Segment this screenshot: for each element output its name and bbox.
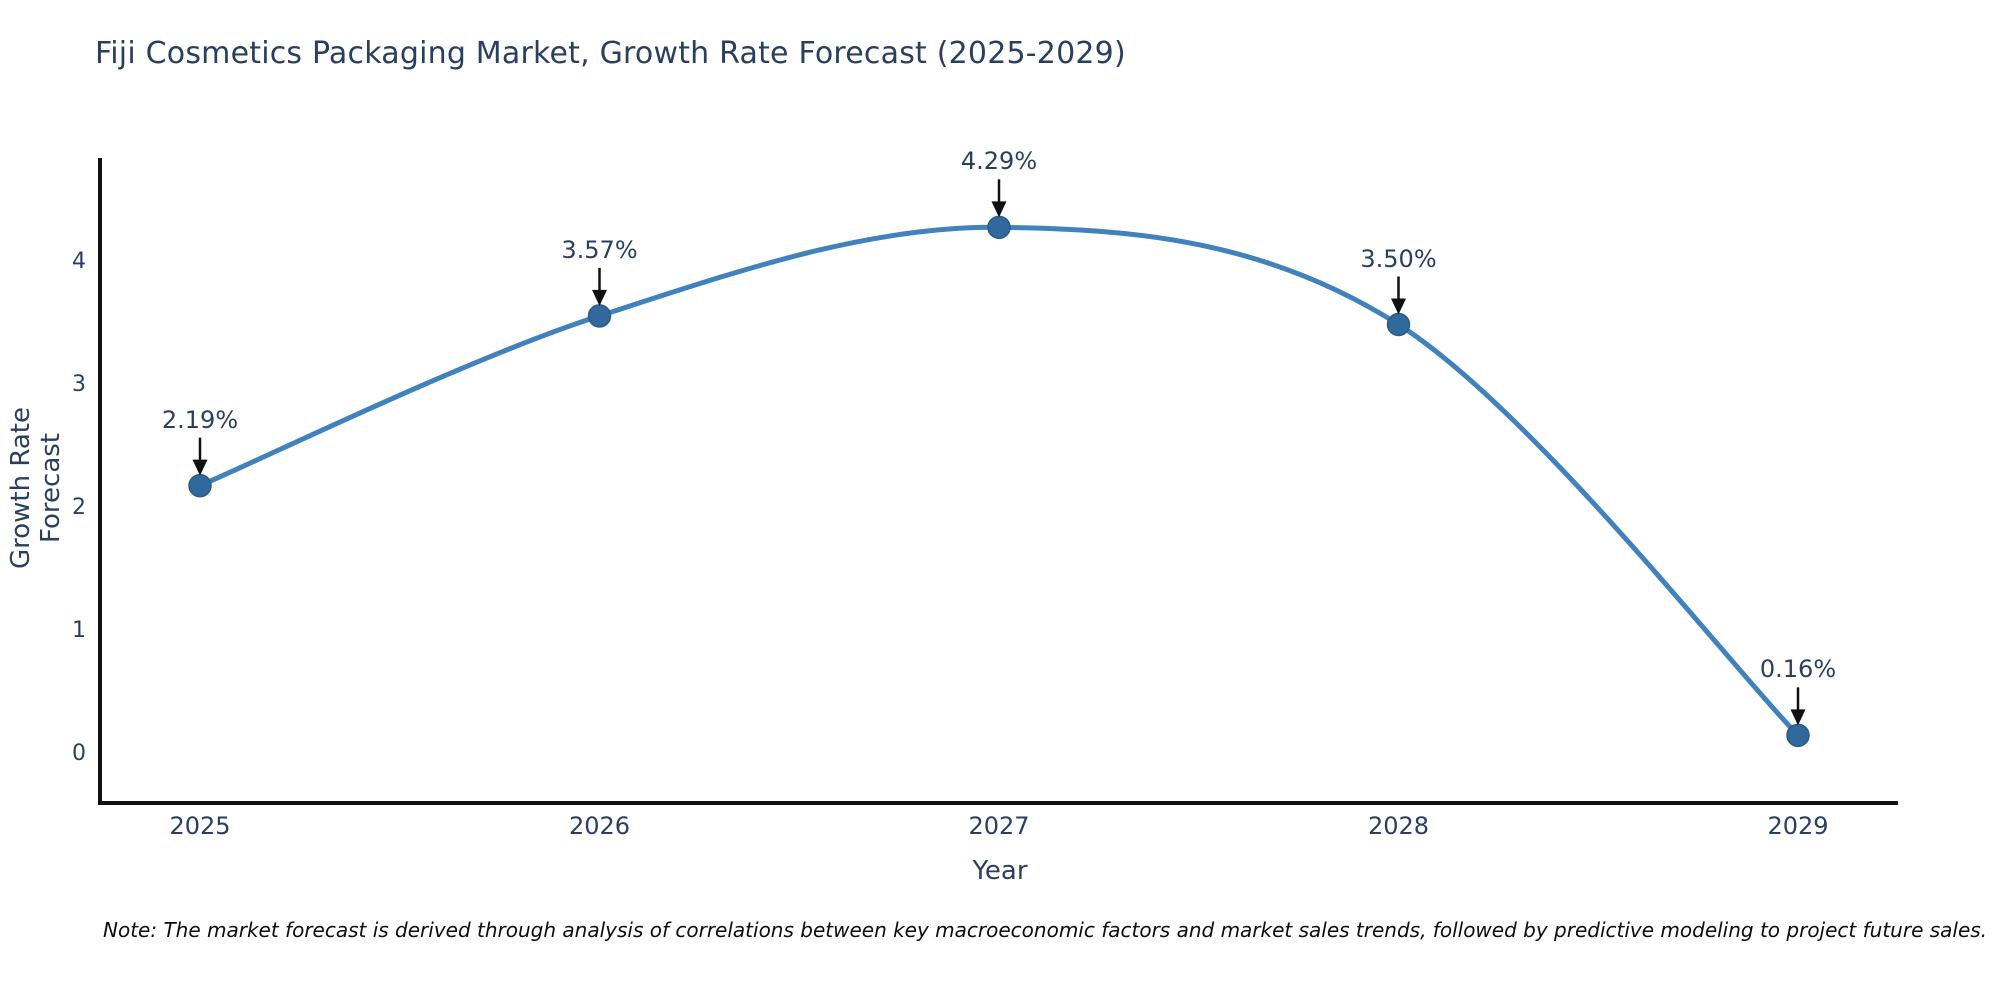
point-annotation-2028: 3.50% bbox=[1360, 244, 1437, 273]
x-tick-label-2028: 2028 bbox=[1367, 812, 1430, 840]
data-point-marker-2029 bbox=[1786, 723, 1810, 748]
annotation-arrow-layer bbox=[192, 179, 1806, 726]
point-annotation-2025: 2.19% bbox=[161, 405, 239, 434]
data-point-marker-2027 bbox=[987, 215, 1011, 240]
y-tick-label-3: 3 bbox=[72, 372, 86, 397]
annotation-arrowhead-2025 bbox=[192, 459, 208, 476]
forecast-line bbox=[199, 224, 1800, 738]
annotation-arrowhead-2029 bbox=[1790, 709, 1806, 726]
data-point-marker-2026 bbox=[587, 304, 612, 328]
y-axis-title: Growth Rate Forecast bbox=[6, 407, 66, 569]
y-tick-label-4: 4 bbox=[72, 249, 86, 274]
y-tick-label-1: 1 bbox=[72, 618, 86, 643]
point-annotation-2029: 0.16% bbox=[1759, 655, 1837, 684]
data-point-marker-2028 bbox=[1386, 312, 1411, 337]
footnote: Note: The market forecast is derived thr… bbox=[103, 918, 1988, 942]
annotation-arrowhead-2027 bbox=[991, 201, 1007, 218]
annotation-arrowhead-2026 bbox=[592, 289, 607, 306]
data-point-marker-2025 bbox=[188, 473, 212, 498]
y-tick-label-2: 2 bbox=[72, 495, 86, 520]
x-axis-title: Year bbox=[972, 856, 1028, 886]
x-tick-label-2027: 2027 bbox=[968, 812, 1030, 840]
point-annotation-2027: 4.29% bbox=[960, 147, 1038, 176]
chart-title: Fiji Cosmetics Packaging Market, Growth … bbox=[95, 36, 1126, 71]
point-annotation-2026: 3.57% bbox=[561, 235, 638, 264]
x-tick-label-2029: 2029 bbox=[1767, 812, 1829, 840]
annotation-arrowhead-2028 bbox=[1391, 298, 1406, 315]
x-tick-label-2025: 2025 bbox=[169, 812, 231, 840]
x-tick-label-2026: 2026 bbox=[568, 812, 631, 840]
y-tick-label-0: 0 bbox=[72, 741, 86, 766]
series-layer bbox=[188, 215, 1810, 748]
